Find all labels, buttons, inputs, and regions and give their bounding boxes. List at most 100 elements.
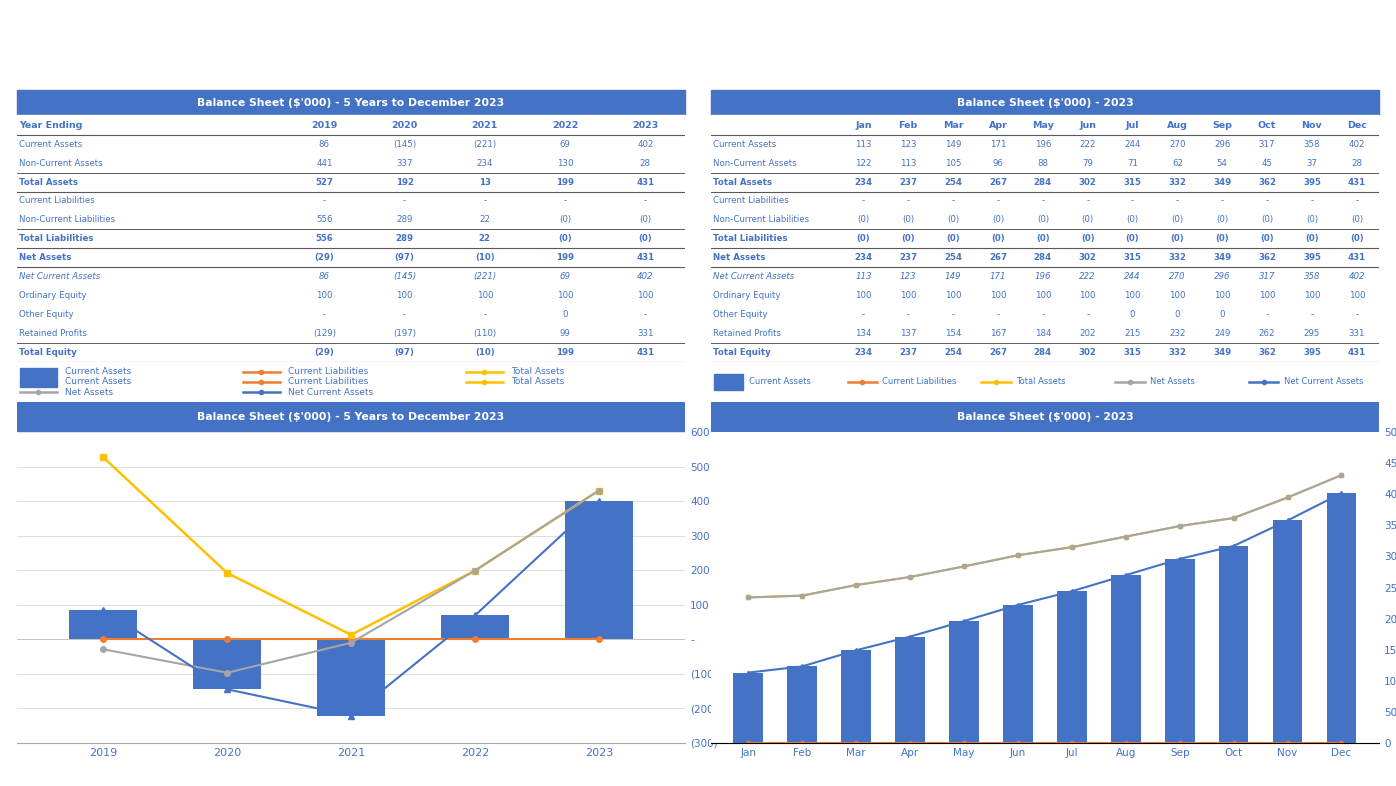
Bar (713, 374, 743, 390)
Text: (0): (0) (991, 234, 1005, 243)
Text: 100: 100 (637, 291, 653, 300)
Bar (711, 211, 1379, 230)
Text: (10): (10) (475, 253, 494, 263)
Text: Total Assets: Total Assets (713, 178, 772, 186)
Text: 254: 254 (944, 178, 962, 186)
Text: 62: 62 (1171, 159, 1182, 167)
Text: Non-Current Assets: Non-Current Assets (713, 159, 797, 167)
Text: -: - (403, 196, 406, 205)
Text: -: - (1041, 196, 1044, 205)
Text: (97): (97) (395, 347, 415, 357)
Text: 237: 237 (899, 347, 917, 357)
Text: -: - (483, 310, 486, 319)
Text: Current Assets: Current Assets (748, 377, 811, 387)
Text: -: - (644, 310, 646, 319)
Text: 171: 171 (990, 140, 1007, 149)
Text: Ordinary Equity: Ordinary Equity (713, 291, 780, 300)
Text: 232: 232 (1168, 329, 1185, 338)
Text: Current Assets: Current Assets (20, 140, 82, 149)
Text: (0): (0) (1036, 234, 1050, 243)
Text: (0): (0) (639, 215, 652, 224)
Bar (20, 376, 57, 387)
Text: (0): (0) (1127, 215, 1139, 224)
Text: 234: 234 (854, 178, 872, 186)
Bar (711, 286, 1379, 305)
Bar (193, 639, 261, 689)
Text: 196: 196 (1034, 272, 1051, 281)
Text: Jan: Jan (856, 120, 871, 130)
Text: 199: 199 (556, 178, 574, 186)
Text: 71: 71 (1127, 159, 1138, 167)
Text: (0): (0) (1216, 234, 1228, 243)
Text: 100: 100 (856, 291, 871, 300)
Text: 441: 441 (315, 159, 332, 167)
Text: 244: 244 (1124, 272, 1141, 281)
Text: Apr: Apr (988, 120, 1008, 130)
Bar (711, 173, 1379, 192)
Text: Jun: Jun (1079, 120, 1096, 130)
Text: 88: 88 (1037, 159, 1048, 167)
Bar (711, 343, 1379, 362)
Text: 262: 262 (1259, 329, 1276, 338)
Text: 431: 431 (637, 347, 655, 357)
Text: 254: 254 (944, 347, 962, 357)
Bar (17, 343, 685, 362)
Text: (0): (0) (1350, 234, 1364, 243)
Text: (110): (110) (473, 329, 497, 338)
Text: -: - (1356, 310, 1358, 319)
Text: (0): (0) (1171, 215, 1184, 224)
Text: -: - (1266, 310, 1269, 319)
Text: 284: 284 (1034, 253, 1051, 263)
Text: (145): (145) (394, 140, 416, 149)
Text: (0): (0) (1081, 234, 1094, 243)
Text: 100: 100 (1124, 291, 1141, 300)
Text: 199: 199 (556, 347, 574, 357)
Text: 317: 317 (1259, 272, 1276, 281)
Text: 302: 302 (1079, 347, 1097, 357)
Text: -: - (861, 310, 866, 319)
Text: Balance Sheet ($'000) - 2023: Balance Sheet ($'000) - 2023 (956, 413, 1134, 422)
Text: -: - (1175, 196, 1180, 205)
Text: -: - (403, 310, 406, 319)
Text: 358: 358 (1304, 140, 1321, 149)
Text: 122: 122 (856, 159, 871, 167)
Text: 100: 100 (1034, 291, 1051, 300)
Text: 105: 105 (945, 159, 962, 167)
Text: (0): (0) (902, 215, 914, 224)
Text: -: - (1041, 310, 1044, 319)
Text: 270: 270 (1168, 140, 1185, 149)
Text: Total Assets: Total Assets (1016, 377, 1065, 387)
Text: Current Assets: Current Assets (713, 140, 776, 149)
Text: 22: 22 (479, 234, 491, 243)
Text: 100: 100 (900, 291, 917, 300)
Text: 315: 315 (1124, 347, 1142, 357)
Text: 2019: 2019 (311, 120, 338, 130)
Bar (17, 267, 685, 286)
Text: 100: 100 (315, 291, 332, 300)
Text: 222: 222 (1079, 140, 1096, 149)
Text: -: - (997, 196, 1000, 205)
Text: -: - (952, 310, 955, 319)
Text: 358: 358 (1304, 272, 1321, 281)
Text: Ordinary Equity: Ordinary Equity (20, 291, 87, 300)
Text: Non-Current Liabilities: Non-Current Liabilities (713, 215, 810, 224)
Text: 100: 100 (1259, 291, 1276, 300)
Text: 431: 431 (637, 253, 655, 263)
Text: 267: 267 (988, 347, 1007, 357)
Text: Current Liabilities: Current Liabilities (20, 196, 95, 205)
Text: 100: 100 (476, 291, 493, 300)
Text: 45: 45 (1262, 159, 1273, 167)
Text: 28: 28 (639, 159, 651, 167)
Text: Retained Profits: Retained Profits (20, 329, 88, 338)
Text: Net Assets: Net Assets (713, 253, 765, 263)
Bar (17, 248, 685, 267)
Bar (1004, 605, 1033, 743)
Text: Net Assets: Net Assets (20, 253, 71, 263)
Text: (0): (0) (857, 215, 870, 224)
Text: -: - (1220, 196, 1224, 205)
Text: 527: 527 (315, 178, 334, 186)
Text: 199: 199 (556, 253, 574, 263)
Text: Total Liabilities: Total Liabilities (20, 234, 94, 243)
Text: -: - (644, 196, 646, 205)
Bar (1164, 559, 1195, 743)
